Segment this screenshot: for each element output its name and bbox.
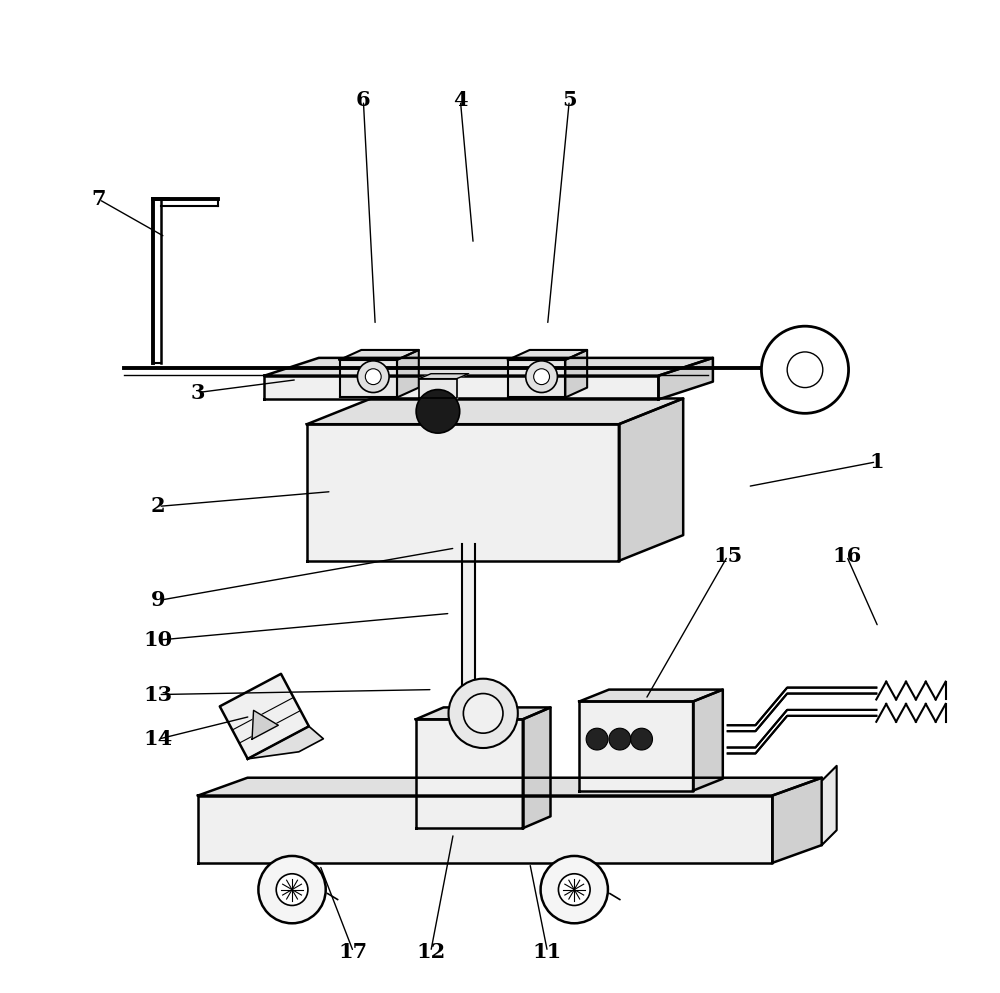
Text: 16: 16 bbox=[832, 546, 861, 566]
Circle shape bbox=[534, 368, 550, 384]
Polygon shape bbox=[340, 359, 397, 397]
Polygon shape bbox=[462, 544, 475, 722]
Polygon shape bbox=[198, 778, 822, 795]
Polygon shape bbox=[307, 398, 683, 424]
Polygon shape bbox=[508, 359, 565, 397]
Circle shape bbox=[463, 693, 503, 733]
Polygon shape bbox=[619, 398, 683, 561]
Polygon shape bbox=[565, 350, 587, 397]
Polygon shape bbox=[416, 707, 551, 719]
Polygon shape bbox=[728, 710, 876, 754]
Polygon shape bbox=[340, 350, 419, 359]
Polygon shape bbox=[693, 689, 723, 790]
Circle shape bbox=[761, 326, 849, 413]
Circle shape bbox=[365, 368, 381, 384]
Polygon shape bbox=[508, 350, 587, 359]
Circle shape bbox=[416, 389, 460, 433]
Text: 4: 4 bbox=[453, 90, 468, 110]
Circle shape bbox=[558, 874, 590, 906]
Polygon shape bbox=[419, 373, 469, 378]
Text: 2: 2 bbox=[151, 496, 166, 516]
Text: 11: 11 bbox=[533, 942, 562, 962]
Circle shape bbox=[609, 728, 631, 750]
Circle shape bbox=[631, 728, 652, 750]
Text: 12: 12 bbox=[416, 942, 445, 962]
Polygon shape bbox=[264, 375, 658, 399]
Text: 15: 15 bbox=[713, 546, 742, 566]
Polygon shape bbox=[579, 701, 693, 790]
Text: 9: 9 bbox=[151, 591, 166, 611]
Text: 5: 5 bbox=[562, 90, 577, 110]
Polygon shape bbox=[822, 766, 837, 845]
Circle shape bbox=[276, 874, 308, 906]
Circle shape bbox=[541, 856, 608, 923]
Polygon shape bbox=[523, 707, 551, 828]
Text: 17: 17 bbox=[339, 942, 368, 962]
Polygon shape bbox=[658, 357, 713, 399]
Text: 7: 7 bbox=[92, 190, 106, 210]
Circle shape bbox=[586, 728, 608, 750]
Text: 13: 13 bbox=[144, 684, 173, 705]
Polygon shape bbox=[579, 689, 723, 701]
Polygon shape bbox=[248, 726, 323, 759]
Polygon shape bbox=[772, 778, 822, 863]
Polygon shape bbox=[307, 424, 619, 561]
Polygon shape bbox=[198, 795, 772, 863]
Circle shape bbox=[526, 360, 557, 392]
Text: 10: 10 bbox=[144, 631, 173, 650]
Text: 14: 14 bbox=[144, 729, 173, 749]
Circle shape bbox=[258, 856, 326, 923]
Polygon shape bbox=[397, 350, 419, 397]
Polygon shape bbox=[728, 687, 876, 731]
Circle shape bbox=[449, 678, 518, 748]
Polygon shape bbox=[419, 378, 457, 398]
Circle shape bbox=[787, 352, 823, 387]
Polygon shape bbox=[264, 357, 713, 375]
Polygon shape bbox=[220, 674, 309, 759]
Polygon shape bbox=[416, 719, 523, 828]
Circle shape bbox=[357, 360, 389, 392]
Text: 6: 6 bbox=[356, 90, 371, 110]
Polygon shape bbox=[252, 710, 278, 739]
Text: 3: 3 bbox=[191, 382, 205, 402]
Text: 1: 1 bbox=[869, 452, 884, 472]
